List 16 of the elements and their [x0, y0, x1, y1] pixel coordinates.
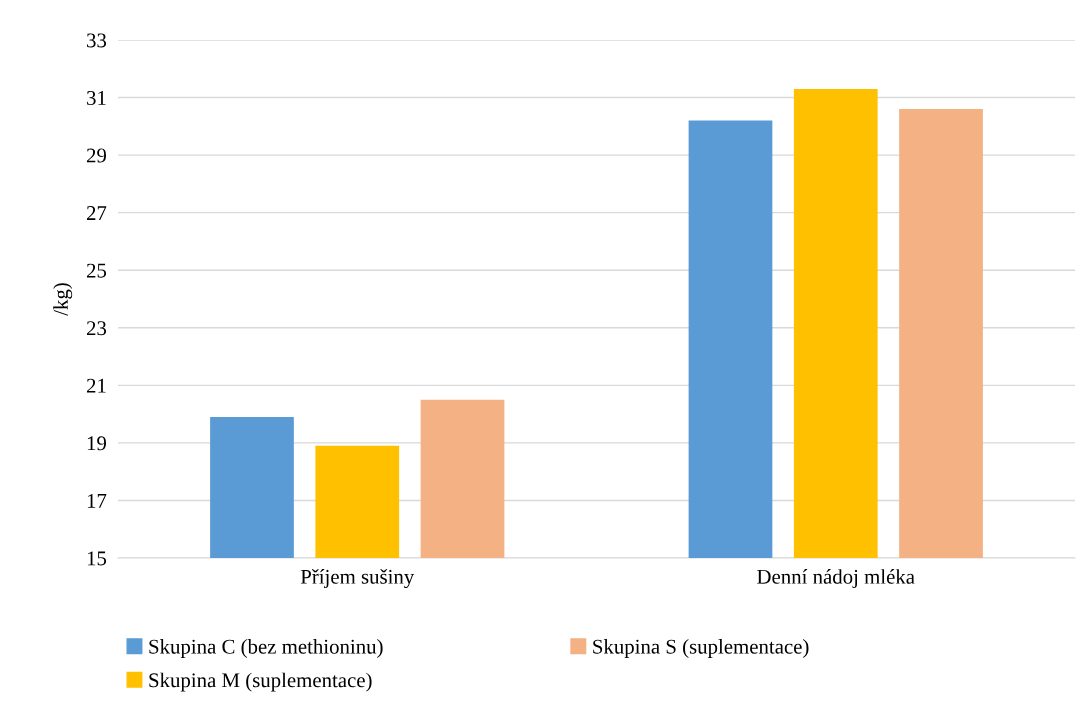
legend-label: Skupina C (bez methioninu) — [149, 639, 383, 658]
y-tick-label: 15 — [87, 551, 107, 566]
y-tick-label: 17 — [87, 493, 107, 508]
legend-label: Skupina M (suplementace) — [149, 672, 372, 692]
y-tick-label: 31 — [87, 90, 106, 105]
y-tick-label: 29 — [86, 148, 107, 163]
y-axis-title: /kg) — [53, 283, 73, 316]
y-tick-label: 33 — [87, 33, 107, 48]
y-tick-label: 27 — [86, 206, 107, 220]
y-tick-label: 23 — [86, 321, 107, 336]
y-tick-label: 25 — [86, 263, 107, 278]
x-tick-label: Příjem sušiny — [300, 569, 415, 589]
legend-label: Skupina S (suplementace) — [593, 639, 809, 658]
x-tick-label: Denní nádoj mléka — [757, 569, 915, 589]
y-tick-label: 21 — [86, 378, 106, 393]
y-tick-label: 19 — [87, 436, 107, 451]
